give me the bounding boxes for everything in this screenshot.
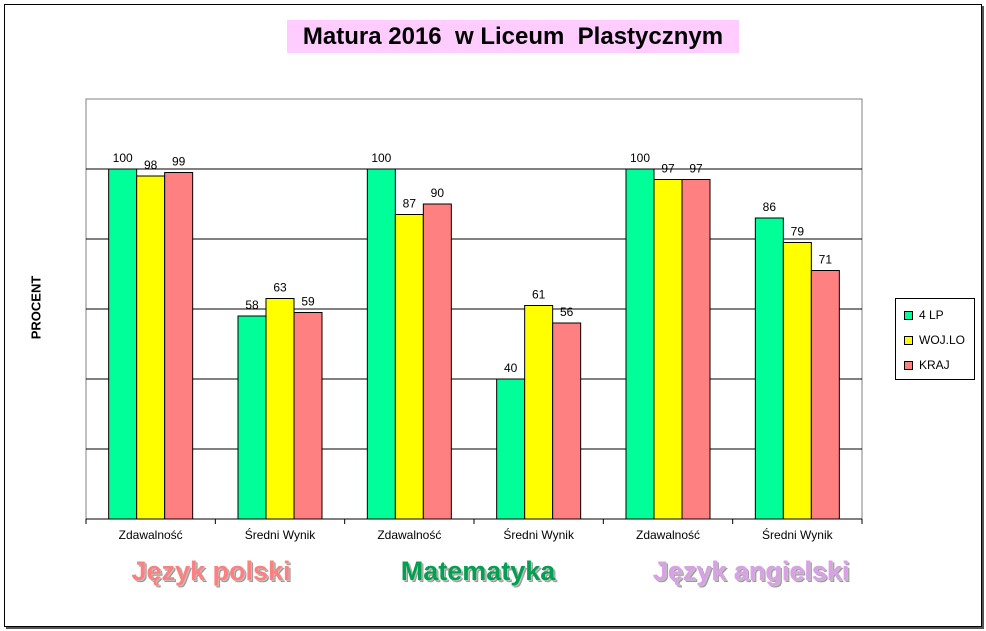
legend-swatch-wojlo [904,335,913,345]
legend-item-wojlo: WOJ.LO [904,333,965,347]
bar [653,179,683,520]
bar [136,175,166,520]
bar [108,168,138,520]
chart-title: Matura 2016 w Liceum Plastycznym [287,20,739,53]
group-label-angielski: Język angielski [652,556,850,586]
data-label: 59 [301,295,315,309]
data-label: 99 [172,155,186,169]
group-label-polski: Język polski [131,556,291,586]
gridlines [86,168,862,450]
x-tick-label: Średni Wynik [245,527,317,542]
data-label: 100 [113,151,133,165]
group-label-matematyka: Matematyka [400,556,556,586]
data-label: 56 [560,305,574,319]
bar [625,168,655,520]
bar [754,217,784,520]
legend-item-kraj: KRAJ [904,358,950,372]
bar [681,179,711,520]
x-tick-label: Zdawalność [377,528,441,542]
legend: 4 LP WOJ.LO KRAJ [895,298,975,380]
x-tick-label: Zdawalność [119,528,183,542]
x-axis: Zdawalność Średni Wynik Zdawalność Średni W… [85,518,863,542]
legend-label-4lp: 4 LP [919,308,944,322]
data-label: 97 [661,162,675,176]
legend-swatch-4lp [904,310,913,320]
bar [552,322,582,520]
data-label: 71 [819,253,833,267]
bar [782,242,812,520]
data-label: 98 [144,158,158,172]
data-label: 100 [371,151,391,165]
bars [108,168,840,520]
bar [366,168,396,520]
data-label: 87 [403,197,417,211]
bar [496,378,526,520]
data-label: 90 [431,186,445,200]
legend-item-4lp: 4 LP [904,308,944,322]
bar [810,270,840,520]
x-tick-label: Średni Wynik [503,527,575,542]
x-tick-label: Zdawalność [636,528,700,542]
bar [164,172,194,520]
data-label: 58 [245,298,259,312]
data-label: 61 [532,288,546,302]
legend-label-kraj: KRAJ [919,358,950,372]
data-label: 40 [504,361,518,375]
x-tick-label: Średni Wynik [762,527,834,542]
bar [422,203,452,520]
data-label: 97 [689,162,703,176]
bar [524,305,554,520]
data-label: 63 [273,281,287,295]
bar [293,312,323,520]
bar [265,298,295,520]
data-label: 79 [791,225,805,239]
bar [237,315,267,520]
legend-label-wojlo: WOJ.LO [919,333,966,347]
legend-swatch-kraj [904,360,913,370]
bar [394,214,424,520]
data-label: 86 [763,200,777,214]
data-labels: 100 98 99 58 63 59 100 87 90 40 61 56 100 97 97 86 79 71 [113,151,833,375]
data-label: 100 [630,151,650,165]
